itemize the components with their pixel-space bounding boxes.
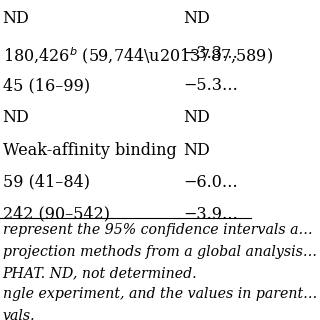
Text: ND: ND: [3, 10, 29, 27]
Text: ND: ND: [183, 141, 210, 159]
Text: Weak-affinity binding: Weak-affinity binding: [3, 141, 176, 159]
Text: ND: ND: [183, 109, 210, 126]
Text: 180,426$^{b}$ (59,744\u2013787,589): 180,426$^{b}$ (59,744\u2013787,589): [3, 45, 273, 66]
Text: ND: ND: [3, 109, 29, 126]
Text: ND: ND: [183, 10, 210, 27]
Text: PHAT. ND, not determined.: PHAT. ND, not determined.: [3, 266, 197, 280]
Text: projection methods from a global analysis…: projection methods from a global analysi…: [3, 245, 316, 259]
Text: −3.9…: −3.9…: [183, 206, 238, 223]
Text: −3.3…: −3.3…: [183, 45, 238, 62]
Text: −5.3…: −5.3…: [183, 77, 238, 94]
Text: 59 (41–84): 59 (41–84): [3, 174, 90, 191]
Text: ngle experiment, and the values in parent…: ngle experiment, and the values in paren…: [3, 287, 317, 301]
Text: 45 (16–99): 45 (16–99): [3, 77, 90, 94]
Text: represent the 95% confidence intervals a…: represent the 95% confidence intervals a…: [3, 223, 312, 237]
Text: vals.: vals.: [3, 308, 35, 320]
Text: 242 (90–542): 242 (90–542): [3, 206, 109, 223]
Text: −6.0…: −6.0…: [183, 174, 238, 191]
